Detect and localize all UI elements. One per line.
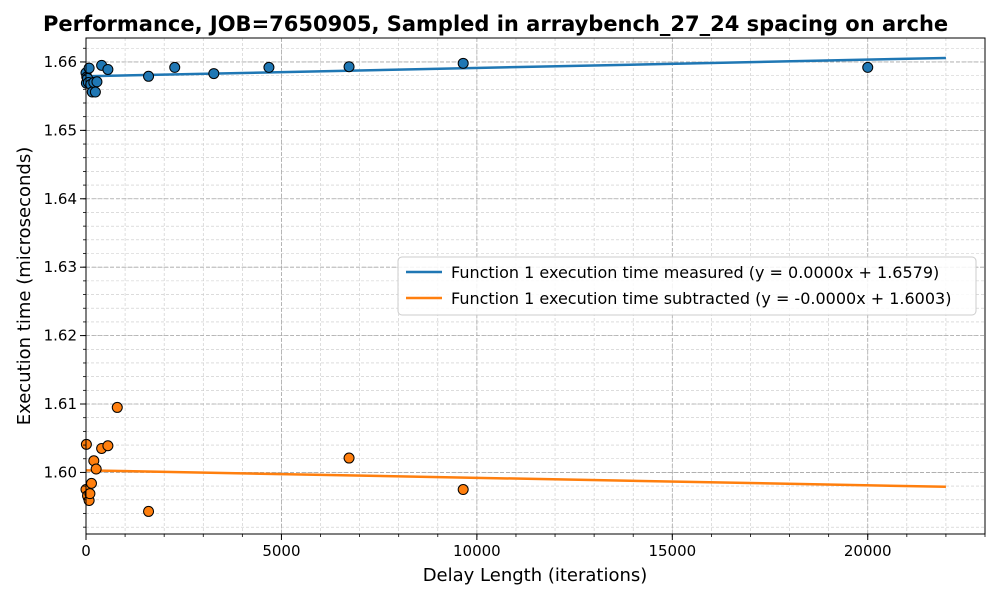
data-point-series-0 bbox=[169, 61, 181, 73]
data-point-series-1 bbox=[143, 505, 155, 517]
data-point-series-0 bbox=[862, 61, 874, 73]
data-point-series-0 bbox=[89, 86, 101, 98]
fit-lines bbox=[85, 56, 946, 489]
data-point-series-0 bbox=[343, 61, 355, 73]
y-tick-label: 1.62 bbox=[44, 327, 77, 345]
data-point-series-1 bbox=[111, 401, 123, 413]
x-tick-label: 5000 bbox=[262, 542, 300, 560]
x-tick-label: 15000 bbox=[648, 542, 696, 560]
data-point-series-0 bbox=[263, 61, 275, 73]
y-tick-label: 1.63 bbox=[44, 258, 77, 276]
data-point-series-0 bbox=[102, 63, 114, 75]
legend-box bbox=[397, 256, 977, 316]
data-point-series-1 bbox=[343, 452, 355, 464]
data-point-series-0 bbox=[83, 62, 95, 74]
data-point-series-1 bbox=[90, 463, 102, 475]
x-axis-label: Delay Length (iterations) bbox=[423, 565, 648, 586]
legend: Function 1 execution time measured (y = … bbox=[397, 256, 977, 316]
data-point-series-1 bbox=[457, 484, 469, 496]
plot-frame bbox=[85, 37, 986, 535]
x-tick-label: 20000 bbox=[844, 542, 892, 560]
y-tick-label: 1.60 bbox=[44, 463, 77, 481]
legend-entry-subtracted: Function 1 execution time subtracted (y … bbox=[451, 289, 951, 308]
x-axis-ticks: 0 5000 10000 15000 20000 bbox=[81, 534, 986, 560]
x-tick-label: 10000 bbox=[453, 542, 501, 560]
y-tick-label: 1.64 bbox=[44, 190, 77, 208]
x-tick-label: 0 bbox=[81, 542, 91, 560]
y-tick-label: 1.61 bbox=[44, 395, 77, 413]
y-axis-label: Execution time (microseconds) bbox=[14, 147, 35, 426]
chart-title: Performance, JOB=7650905, Sampled in arr… bbox=[43, 12, 948, 36]
data-point-series-1 bbox=[85, 477, 97, 489]
y-tick-label: 1.65 bbox=[44, 121, 77, 139]
fit-line-series-0 bbox=[85, 56, 946, 78]
y-tick-label: 1.66 bbox=[44, 53, 77, 71]
data-point-series-1 bbox=[102, 440, 114, 452]
data-point-series-0 bbox=[457, 57, 469, 69]
legend-entry-measured: Function 1 execution time measured (y = … bbox=[451, 263, 939, 282]
y-axis-ticks: 1.60 1.61 1.62 1.63 1.64 1.65 1.66 bbox=[44, 47, 86, 528]
fit-line-series-1 bbox=[85, 469, 946, 489]
data-point-series-0 bbox=[208, 68, 220, 80]
data-point-series-0 bbox=[143, 70, 155, 82]
data-point-series-0 bbox=[91, 76, 103, 88]
